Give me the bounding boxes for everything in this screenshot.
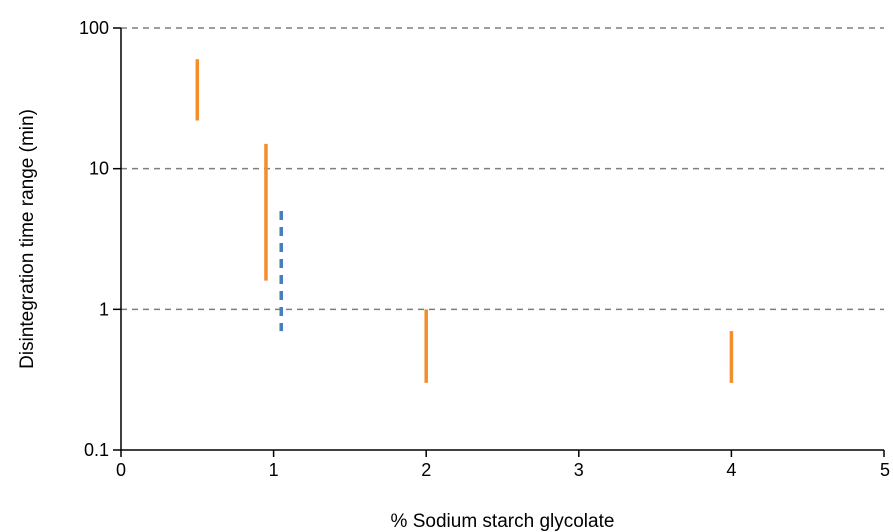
x-tick-label: 3 — [574, 460, 584, 480]
x-tick-label: 5 — [880, 460, 890, 480]
ticks: 0.1 1 10 100 0 1 2 3 4 5 — [79, 18, 890, 480]
x-tick-label: 4 — [726, 460, 736, 480]
y-tick-label: 1 — [99, 299, 109, 319]
x-tick-label: 0 — [116, 460, 126, 480]
data-ranges — [195, 59, 734, 383]
y-tick-label: 10 — [89, 159, 109, 179]
grid-lines — [121, 27, 884, 311]
x-tick-label: 1 — [269, 460, 279, 480]
y-tick-label: 0.1 — [84, 440, 109, 460]
axes — [120, 28, 884, 451]
x-axis-title: % Sodium starch glycolate — [391, 511, 615, 532]
y-tick-label: 100 — [79, 18, 109, 38]
x-tick-label: 2 — [421, 460, 431, 480]
y-axis-title: Disintegration time range (min) — [17, 109, 38, 369]
